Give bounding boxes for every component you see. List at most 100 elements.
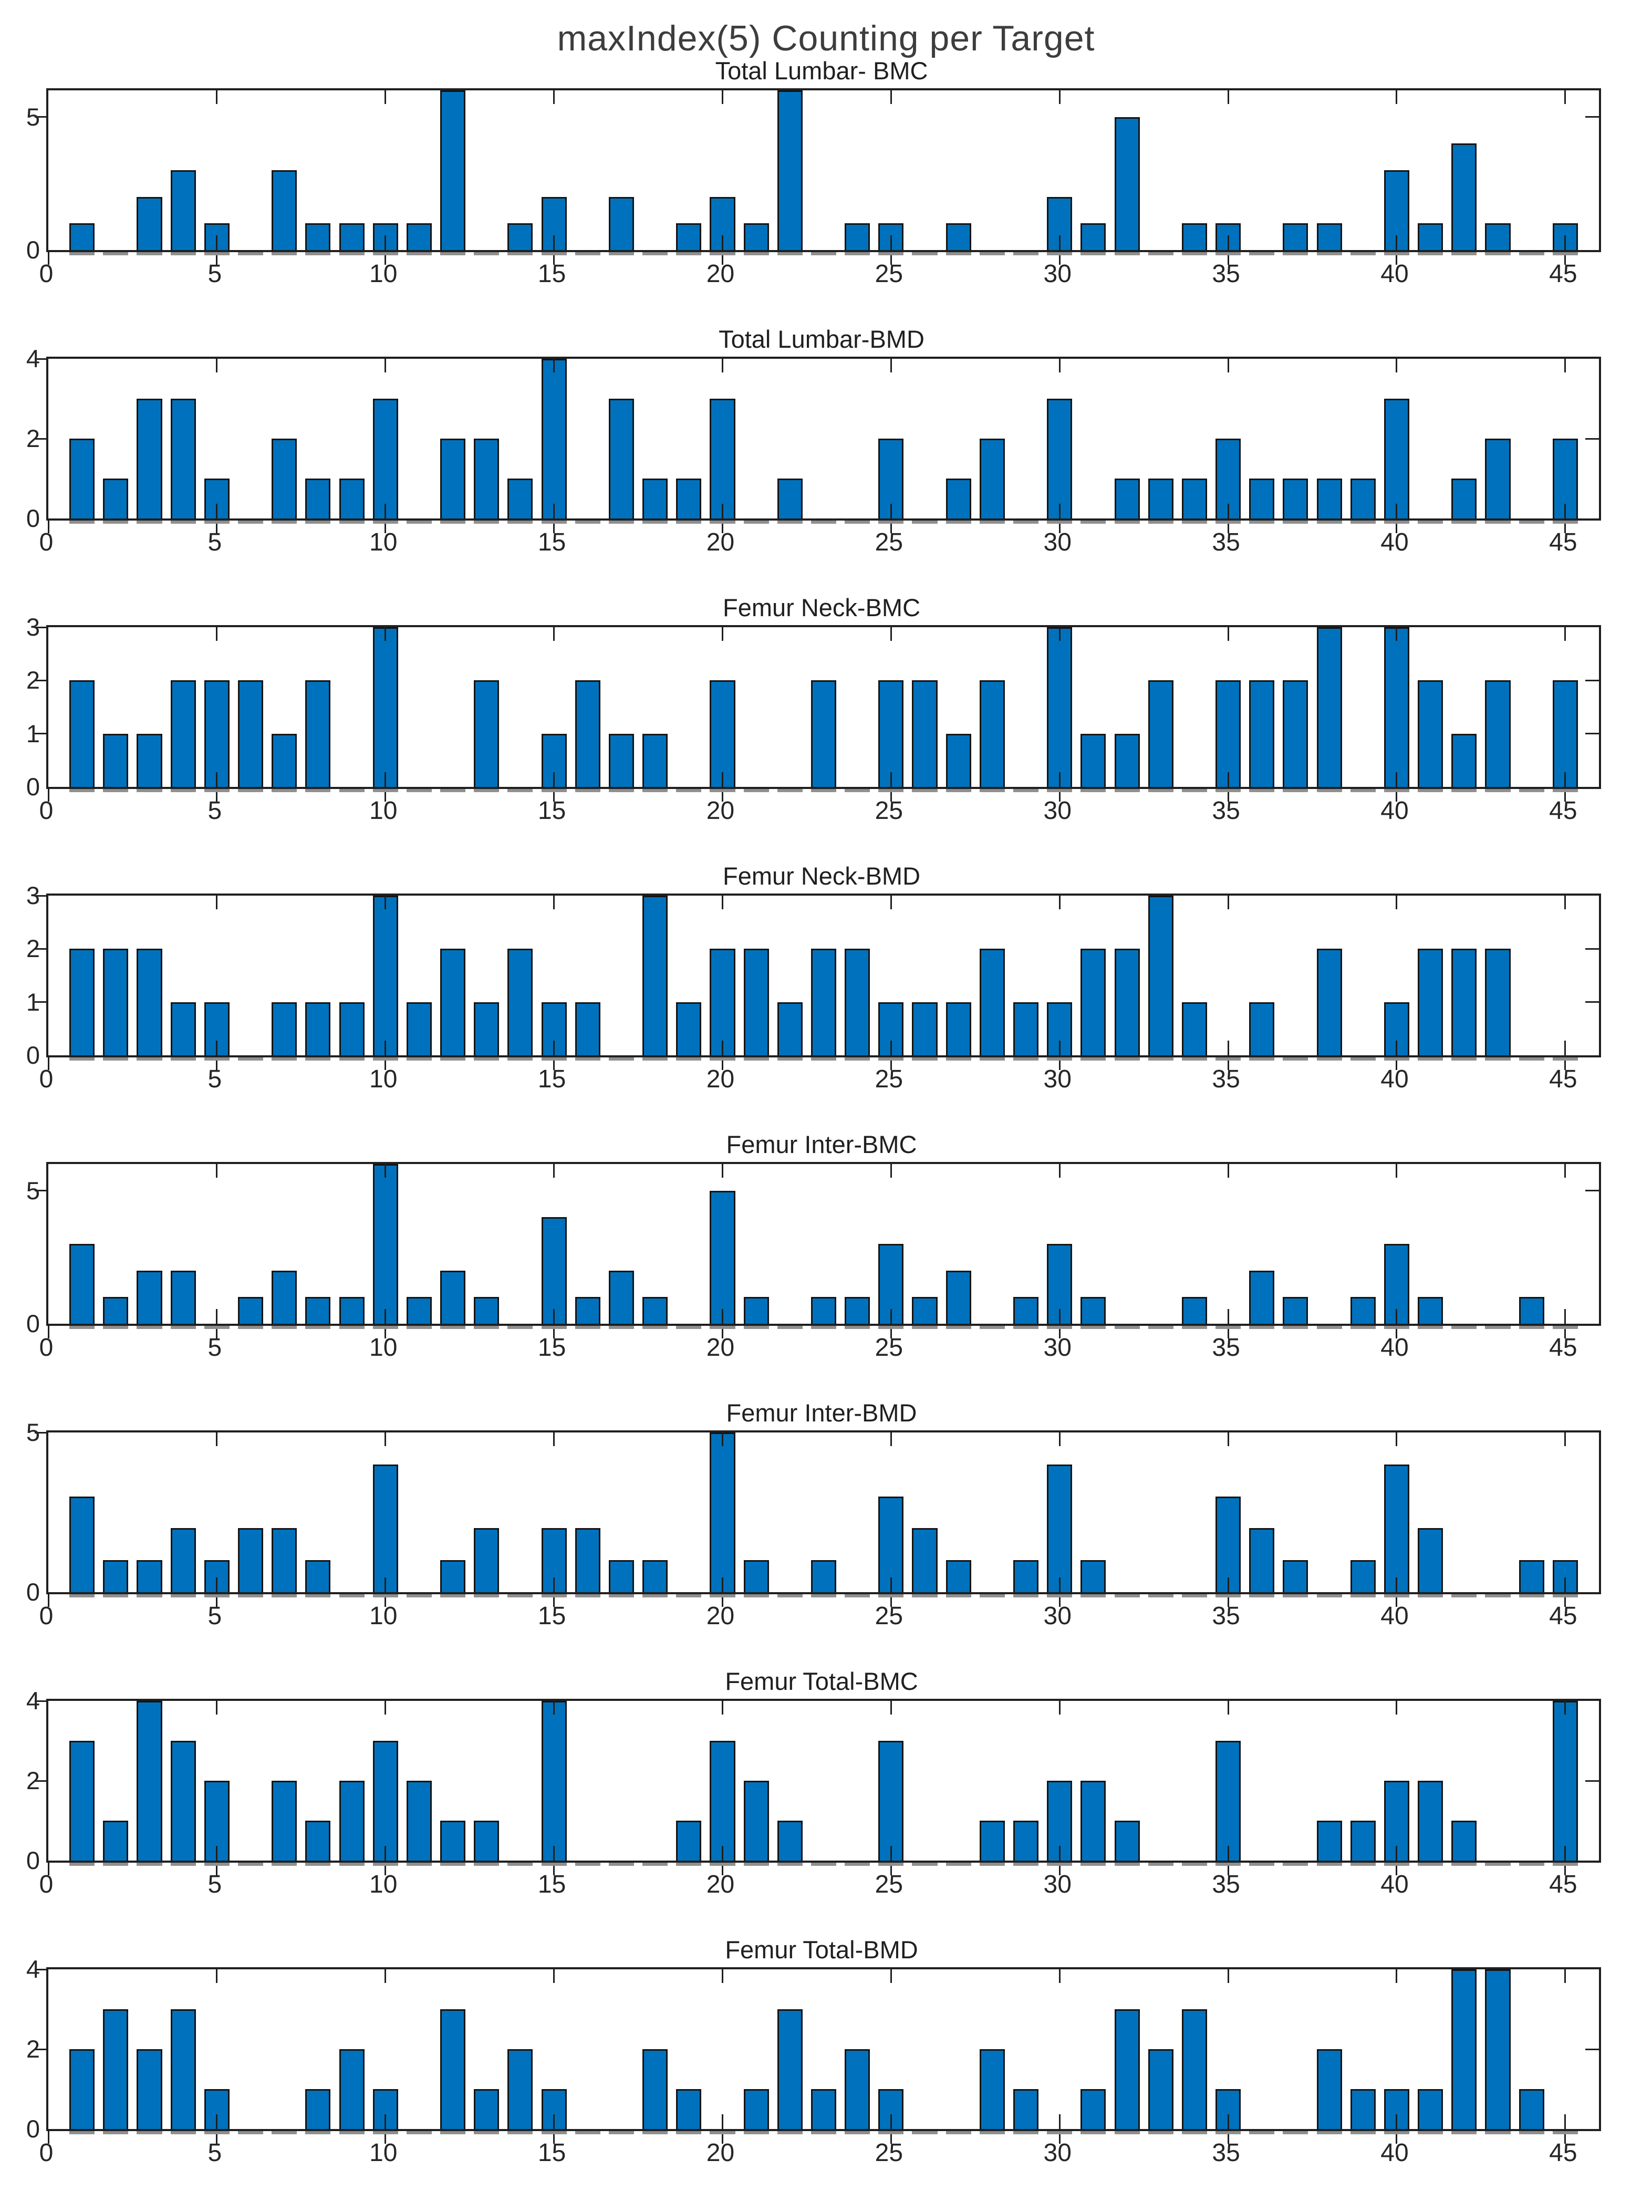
y-tick bbox=[35, 438, 46, 440]
baseline-dash bbox=[642, 789, 668, 792]
bar bbox=[1451, 949, 1477, 1055]
baseline-dash bbox=[575, 1594, 600, 1597]
x-tick-inner bbox=[1396, 1577, 1398, 1592]
x-tick bbox=[1396, 1863, 1398, 1875]
baseline-dash bbox=[1350, 2131, 1376, 2134]
bar bbox=[1013, 1297, 1039, 1324]
baseline-dash bbox=[372, 789, 398, 792]
x-tick-inner bbox=[890, 1846, 892, 1861]
x-tick-label: 35 bbox=[1212, 1334, 1240, 1362]
bar bbox=[406, 223, 432, 250]
bar bbox=[1047, 1464, 1073, 1592]
x-tick-label: 45 bbox=[1549, 1065, 1577, 1093]
x-tick-inner bbox=[890, 1041, 892, 1055]
baseline-dash bbox=[237, 789, 264, 792]
bar bbox=[1485, 1969, 1511, 2129]
x-tick-top bbox=[216, 896, 218, 909]
x-tick bbox=[1058, 1057, 1061, 1070]
baseline-dash bbox=[1418, 1863, 1443, 1866]
bar bbox=[170, 1528, 196, 1592]
x-tick bbox=[1396, 1057, 1398, 1070]
x-tick bbox=[890, 1057, 892, 1070]
x-tick-inner bbox=[216, 1577, 218, 1592]
subplot-3: Femur Neck-BMC 0 1 2 3 0 5 10 15 20 25 30 35 40 45 bbox=[0, 594, 1652, 864]
baseline-dash bbox=[878, 252, 904, 255]
bar bbox=[1350, 2089, 1376, 2129]
baseline-dash bbox=[608, 1594, 635, 1597]
baseline-dash bbox=[339, 1594, 365, 1597]
y-tick-label: 2 bbox=[26, 934, 40, 963]
baseline-dash bbox=[305, 1326, 331, 1329]
bar bbox=[339, 479, 365, 518]
baseline-dash bbox=[372, 1326, 398, 1329]
x-tick-top bbox=[721, 1432, 723, 1446]
baseline-dash bbox=[811, 521, 837, 524]
baseline-dash bbox=[642, 1594, 668, 1597]
x-tick-inner bbox=[553, 1846, 555, 1861]
x-tick-inner bbox=[216, 772, 218, 787]
bar bbox=[103, 2009, 129, 2129]
x-tick-top bbox=[553, 1164, 555, 1178]
bar bbox=[1181, 1002, 1207, 1055]
bar bbox=[170, 170, 196, 250]
x-tick bbox=[890, 1594, 892, 1607]
bar bbox=[710, 1190, 735, 1324]
baseline-dash bbox=[1080, 789, 1106, 792]
bar bbox=[1013, 1560, 1039, 1592]
x-tick-inner bbox=[1058, 1041, 1061, 1055]
baseline-dash bbox=[1350, 1326, 1376, 1329]
x-tick-label: 30 bbox=[1043, 1334, 1072, 1362]
x-tick bbox=[1396, 1594, 1398, 1607]
x-tick-top bbox=[216, 1432, 218, 1446]
x-tick-top bbox=[1564, 359, 1566, 372]
x-tick-label: 10 bbox=[369, 1065, 398, 1093]
x-tick-top bbox=[1396, 896, 1398, 909]
baseline-dash bbox=[170, 1057, 196, 1061]
baseline-dash bbox=[1215, 2131, 1241, 2134]
subplot-title: Femur Inter-BMD bbox=[726, 1399, 917, 1427]
baseline-dash bbox=[372, 2131, 398, 2134]
baseline-dash bbox=[575, 789, 600, 792]
bar bbox=[474, 680, 500, 787]
x-tick bbox=[1058, 1863, 1061, 1875]
x-tick bbox=[385, 252, 387, 265]
bar bbox=[1451, 1821, 1477, 1861]
baseline-dash bbox=[305, 521, 331, 524]
y-tick-label: 4 bbox=[26, 1687, 40, 1715]
bar bbox=[1047, 627, 1073, 787]
bar bbox=[777, 479, 803, 518]
x-tick-inner bbox=[216, 235, 218, 250]
y-tick bbox=[35, 1780, 46, 1782]
baseline-dash bbox=[69, 521, 95, 524]
bar bbox=[878, 1496, 904, 1592]
bar bbox=[1283, 680, 1308, 787]
baseline-dash bbox=[811, 1057, 837, 1061]
bar bbox=[1384, 1464, 1410, 1592]
bar bbox=[710, 680, 735, 787]
baseline-dash bbox=[507, 1326, 533, 1329]
x-tick-top bbox=[1058, 359, 1061, 372]
baseline-dash bbox=[811, 789, 837, 792]
x-tick-label: 0 bbox=[39, 797, 54, 825]
baseline-dash bbox=[676, 2131, 702, 2134]
baseline-dash bbox=[1552, 1863, 1578, 1866]
baseline-dash bbox=[1013, 1863, 1039, 1866]
y-tick-right bbox=[1585, 116, 1599, 118]
x-tick-label: 40 bbox=[1380, 1334, 1409, 1362]
x-tick-label: 20 bbox=[706, 1065, 735, 1093]
baseline-dash bbox=[1215, 252, 1241, 255]
x-tick bbox=[1564, 1326, 1566, 1338]
y-tick-right bbox=[1585, 438, 1599, 440]
bar bbox=[575, 1297, 600, 1324]
bar bbox=[1316, 1821, 1342, 1861]
baseline-dash bbox=[103, 1326, 129, 1329]
bar bbox=[1249, 1002, 1275, 1055]
x-tick-top bbox=[1396, 90, 1398, 104]
x-tick-inner bbox=[385, 1041, 387, 1055]
bar bbox=[1249, 1270, 1275, 1324]
bar bbox=[1418, 680, 1443, 787]
bar bbox=[272, 1002, 297, 1055]
x-axis-labels: 0 5 10 15 20 25 30 35 40 45 bbox=[39, 252, 1597, 293]
baseline-dash bbox=[237, 1594, 264, 1597]
baseline-dash bbox=[979, 1863, 1005, 1866]
